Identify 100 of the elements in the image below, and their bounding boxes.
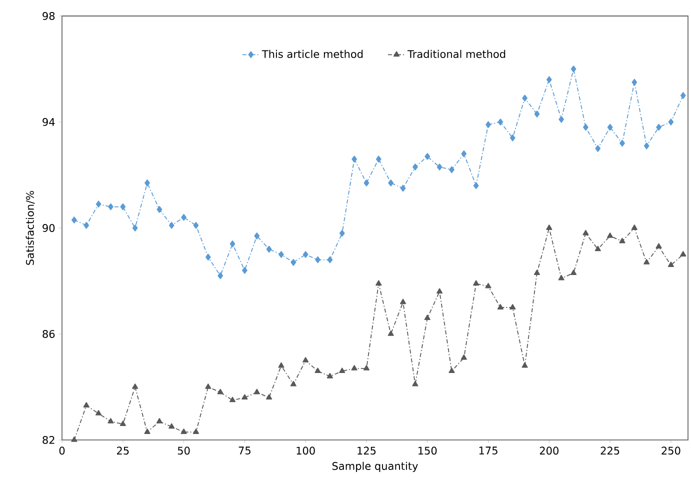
point: [644, 142, 650, 150]
point: [607, 232, 614, 238]
point: [181, 214, 186, 221]
point: [436, 164, 442, 170]
point: [266, 394, 272, 400]
point: [326, 372, 333, 378]
point: [485, 282, 492, 288]
point: [132, 224, 138, 232]
point: [400, 298, 406, 304]
point: [254, 232, 260, 240]
point: [156, 206, 162, 213]
point: [278, 362, 284, 368]
point: [229, 396, 236, 402]
x-tick-label: 150: [418, 446, 437, 455]
point: [473, 280, 480, 286]
point: [315, 256, 320, 264]
point: [424, 314, 430, 320]
point: [205, 254, 211, 261]
point: [498, 118, 504, 126]
point: [522, 94, 528, 102]
x-tick-label: 225: [600, 446, 620, 455]
point: [351, 364, 358, 370]
point: [558, 116, 564, 123]
point: [180, 428, 187, 434]
point: [388, 330, 394, 336]
point: [619, 238, 626, 244]
x-tick-label: 0: [59, 446, 65, 455]
point: [230, 240, 236, 248]
point: [339, 230, 345, 237]
point: [352, 156, 357, 163]
point: [680, 251, 686, 256]
point: [144, 428, 150, 434]
point: [217, 388, 224, 394]
x-tick-label: 75: [238, 446, 250, 454]
x-tick-label: 175: [479, 446, 498, 454]
point: [644, 258, 650, 264]
point: [570, 66, 576, 72]
point: [558, 274, 564, 280]
point: [448, 368, 455, 374]
point: [412, 380, 418, 386]
legend-label: Traditional method: [407, 50, 506, 58]
y-tick-label: 90: [42, 224, 55, 232]
point: [364, 179, 370, 186]
point: [412, 164, 418, 170]
point: [168, 423, 175, 429]
point: [242, 394, 248, 400]
point: [400, 184, 406, 192]
point: [339, 368, 346, 374]
point: [290, 258, 296, 266]
point: [363, 364, 370, 370]
point: [424, 152, 430, 160]
point: [84, 222, 90, 229]
point: [327, 256, 333, 264]
point: [120, 420, 126, 426]
point: [71, 436, 78, 442]
y-tick-label: 82: [42, 436, 54, 444]
point: [376, 156, 382, 163]
point: [582, 124, 588, 131]
point: [461, 150, 467, 158]
point: [473, 182, 479, 190]
point: [497, 304, 504, 310]
point: [632, 78, 638, 86]
point: [668, 118, 674, 126]
point: [266, 246, 272, 253]
point: [71, 216, 77, 224]
point: [120, 203, 126, 210]
point: [290, 380, 296, 386]
point: [546, 224, 552, 230]
legend-label: This article method: [262, 50, 363, 58]
x-tick-label: 200: [540, 446, 558, 455]
point: [108, 203, 114, 210]
point: [314, 368, 321, 374]
point: [302, 251, 308, 258]
x-tick-label: 125: [358, 446, 376, 455]
x-tick-label: 50: [178, 446, 190, 455]
point: [534, 110, 540, 118]
point: [620, 140, 625, 147]
point: [546, 76, 552, 84]
point: [132, 384, 138, 389]
point: [449, 166, 454, 174]
point: [656, 243, 662, 248]
y-tick-label: 94: [42, 118, 55, 126]
point: [595, 145, 601, 152]
point: [242, 266, 248, 274]
point: [376, 280, 382, 286]
point: [594, 246, 601, 252]
point: [278, 251, 284, 258]
point: [218, 272, 224, 280]
point: [168, 222, 174, 229]
point: [95, 410, 102, 416]
y-tick-label: 86: [42, 330, 55, 338]
point: [510, 134, 516, 142]
point: [680, 92, 686, 99]
x-tick-label: 25: [116, 446, 129, 455]
x-axis-title: Sample quantity: [332, 462, 418, 472]
point: [486, 121, 491, 128]
point: [96, 200, 102, 208]
point: [631, 224, 638, 230]
point: [668, 262, 674, 268]
point: [192, 428, 200, 434]
